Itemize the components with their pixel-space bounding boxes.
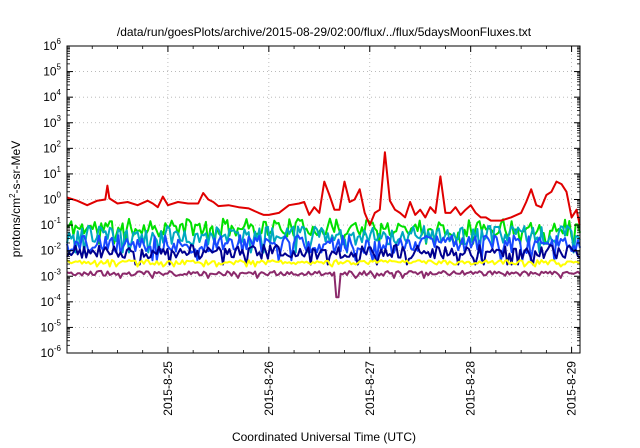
series-line-6 xyxy=(66,269,581,299)
y-tick-label: 104 xyxy=(43,88,61,104)
chart-title: /data/run/goesPlots/archive/2015-08-29/0… xyxy=(117,25,532,39)
y-tick-label: 100 xyxy=(43,191,61,207)
y-tick-label: 102 xyxy=(43,139,61,155)
x-tick-label: 2015-8-28 xyxy=(464,361,478,416)
x-axis-label: Coordinated Universal Time (UTC) xyxy=(232,430,416,444)
x-tick-label: 2015-8-29 xyxy=(565,361,579,416)
series-line-2 xyxy=(66,224,581,254)
y-tick-label: 10-3 xyxy=(41,267,62,283)
y-tick-label: 106 xyxy=(43,37,61,53)
grid-lines xyxy=(67,46,580,353)
y-tick-label: 10-2 xyxy=(41,242,62,258)
y-tick-label: 10-4 xyxy=(41,293,62,309)
series-line-4 xyxy=(66,243,581,266)
series-layer xyxy=(66,151,581,299)
x-axis-ticks: 2015-8-25 2015-8-26 2015-8-27 2015-8-28 2015… xyxy=(91,46,579,416)
y-tick-label: 105 xyxy=(43,63,61,79)
x-tick-label: 2015-8-26 xyxy=(262,361,276,416)
y-tick-label: 103 xyxy=(43,114,61,130)
series-line-3 xyxy=(66,234,581,262)
x-tick-label: 2015-8-25 xyxy=(161,361,175,416)
y-tick-label: 101 xyxy=(43,165,61,181)
y-tick-label: 10-1 xyxy=(41,216,62,232)
x-tick-label: 2015-8-27 xyxy=(363,361,377,416)
y-axis-ticks: 10-6 10-5 10-4 10-3 10-2 10-1 100 101 102 103 104 1… xyxy=(41,37,580,360)
y-tick-label: 10-6 xyxy=(41,344,62,360)
series-line-5 xyxy=(66,259,581,268)
y-axis-label: protons/cm2-s-sr-MeV xyxy=(8,141,23,257)
series-line-7 xyxy=(66,151,581,227)
y-tick-label: 10-5 xyxy=(41,318,62,334)
